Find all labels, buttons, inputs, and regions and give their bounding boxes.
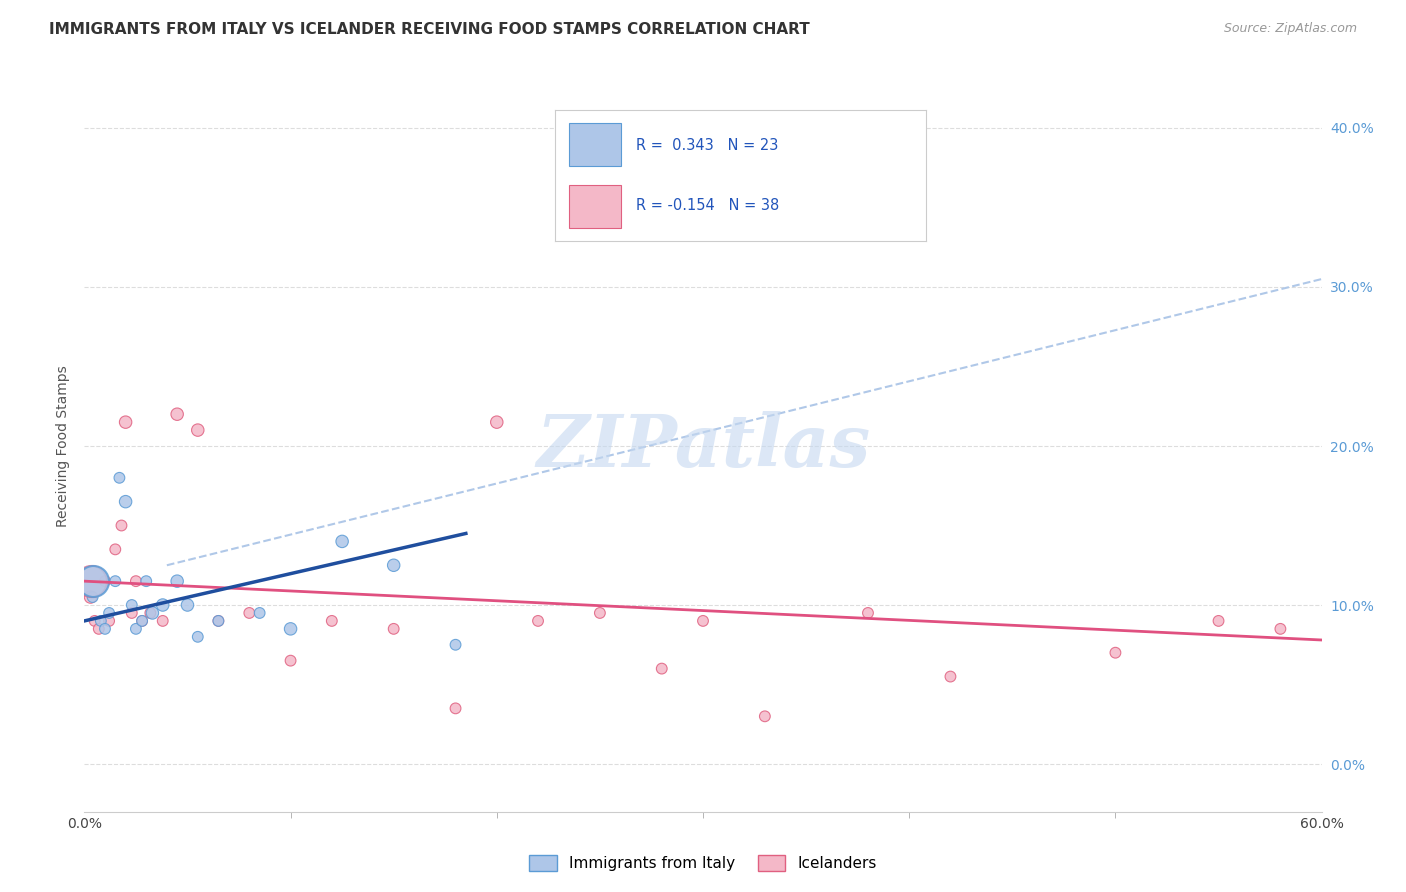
Point: [90, 614, 112, 628]
Point: [94, 574, 117, 589]
Point: [321, 614, 343, 628]
Point: [382, 622, 405, 636]
Point: [131, 614, 153, 628]
Point: [485, 415, 508, 429]
Point: [83, 614, 105, 628]
Point: [589, 606, 612, 620]
Text: Source: ZipAtlas.com: Source: ZipAtlas.com: [1223, 22, 1357, 36]
Text: ZIPatlas: ZIPatlas: [536, 410, 870, 482]
Point: [856, 606, 879, 620]
Point: [330, 534, 353, 549]
Point: [444, 701, 467, 715]
Point: [110, 518, 132, 533]
Point: [94, 622, 117, 636]
Point: [176, 598, 198, 612]
Point: [249, 606, 271, 620]
Point: [166, 574, 188, 589]
Point: [152, 598, 174, 612]
Point: [280, 622, 302, 636]
Text: IMMIGRANTS FROM ITALY VS ICELANDER RECEIVING FOOD STAMPS CORRELATION CHART: IMMIGRANTS FROM ITALY VS ICELANDER RECEI…: [49, 22, 810, 37]
Point: [444, 638, 467, 652]
Point: [187, 423, 209, 437]
Point: [87, 622, 110, 636]
Point: [114, 415, 136, 429]
Point: [939, 669, 962, 683]
Point: [98, 606, 121, 620]
Point: [108, 471, 131, 485]
Point: [207, 614, 229, 628]
Point: [114, 494, 136, 508]
Point: [207, 614, 229, 628]
Point: [166, 407, 188, 421]
Point: [104, 542, 127, 557]
Point: [139, 606, 162, 620]
Y-axis label: Receiving Food Stamps: Receiving Food Stamps: [56, 365, 70, 527]
Point: [754, 709, 776, 723]
Point: [121, 606, 143, 620]
Point: [651, 662, 673, 676]
Point: [82, 590, 104, 604]
Point: [382, 558, 405, 573]
Point: [1104, 646, 1126, 660]
Point: [125, 574, 148, 589]
Point: [121, 598, 143, 612]
Point: [187, 630, 209, 644]
Point: [238, 606, 260, 620]
Legend: Immigrants from Italy, Icelanders: Immigrants from Italy, Icelanders: [523, 849, 883, 877]
Point: [152, 614, 174, 628]
Point: [131, 614, 153, 628]
Point: [1270, 622, 1292, 636]
Point: [79, 590, 101, 604]
Point: [141, 606, 163, 620]
Point: [527, 614, 550, 628]
Point: [104, 574, 127, 589]
Point: [125, 622, 148, 636]
Point: [280, 654, 302, 668]
Point: [135, 574, 157, 589]
Point: [98, 614, 121, 628]
Point: [1208, 614, 1230, 628]
Point: [79, 574, 101, 589]
Point: [692, 614, 714, 628]
Point: [82, 574, 104, 589]
